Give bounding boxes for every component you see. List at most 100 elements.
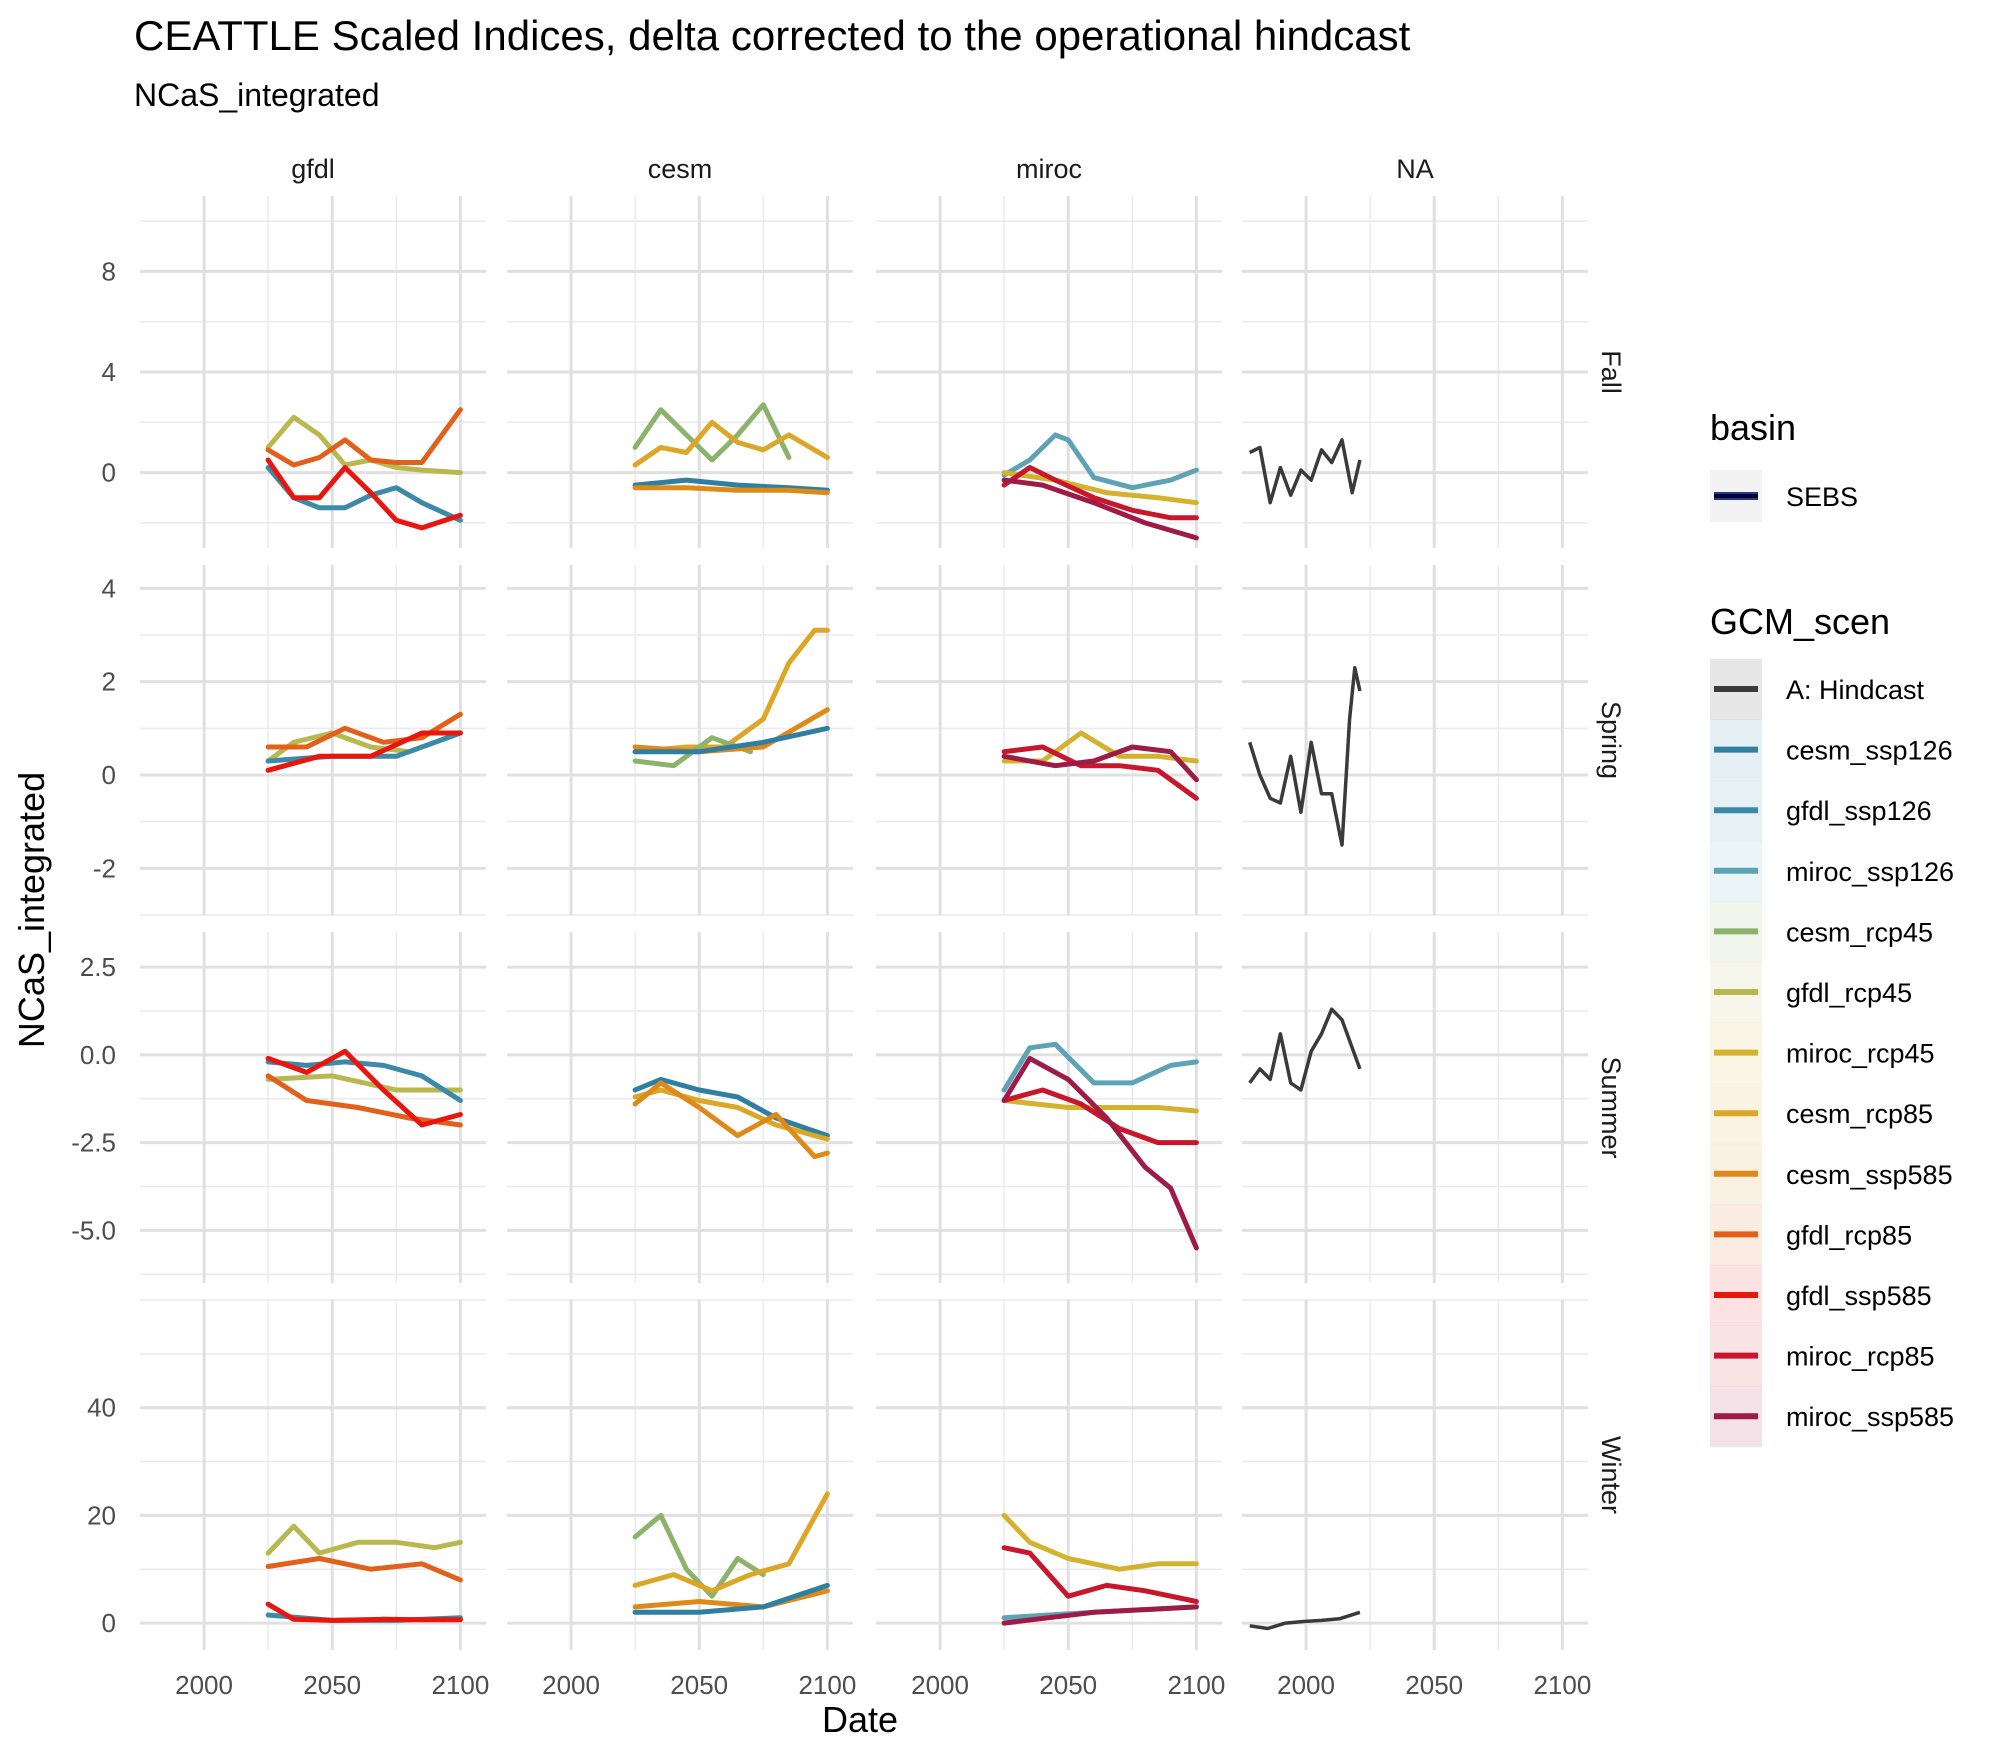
trend-line-miroc_ssp126 [1001,1041,1199,1093]
legend-label: miroc_rcp85 [1786,1342,1935,1372]
panel-fall-cesm [507,196,853,548]
trend-line-miroc_ssp585 [1001,744,1199,783]
trend-line-miroc_ssp126 [1001,432,1199,491]
trend-line-cesm_rcp85 [632,419,830,468]
legend-label: miroc_ssp126 [1786,857,1954,887]
hindcast-line [1248,438,1362,505]
x-tick-label: 2000 [175,1670,233,1700]
x-tick-label: 2100 [1167,1670,1225,1700]
y-tick-label: 0.0 [80,1040,116,1070]
trend-line-gfdl_ssp585 [265,457,463,531]
x-tick-label: 2000 [911,1670,969,1700]
chart-subtitle: NCaS_integrated [134,77,379,113]
y-tick-label: -2 [93,853,116,883]
x-tick-label: 2000 [542,1670,600,1700]
panel-winter-cesm [507,1299,853,1650]
trend-line-miroc_rcp85 [1001,465,1199,521]
trend-line-miroc_ssp585 [1001,477,1199,541]
x-tick-label: 2100 [798,1670,856,1700]
panel-summer-miroc [876,932,1222,1283]
strip-label-miroc: miroc [1016,154,1082,184]
hindcast-line [1248,665,1362,847]
trend-line-cesm_rcp45 [632,402,792,463]
trend-line-gfdl_ssp585 [265,1601,463,1623]
panel-spring-na [1242,565,1588,916]
basin-legend: basin SEBS [1710,407,1858,522]
facet-panels: gfdl cesm miroc NAFall840Spring420-2Summer2… [71,154,1626,1700]
strip-label-summer: Summer [1596,1056,1626,1158]
x-tick-label: 2050 [303,1670,361,1700]
strip-label-gfdl: gfdl [291,154,335,184]
trend-line-cesm_rcp85 [632,627,830,755]
x-tick-label: 2050 [670,1670,728,1700]
panel-winter-gfdl [140,1299,486,1650]
y-tick-label: 0 [102,458,116,488]
trend-line-gfdl_rcp45 [265,1523,463,1556]
panel-summer-cesm [507,932,853,1283]
y-tick-label: 20 [87,1500,116,1530]
legend-label: cesm_ssp585 [1786,1160,1953,1190]
legend-label: A: Hindcast [1786,675,1925,705]
y-tick-label: 0 [102,760,116,790]
y-tick-label: 4 [102,573,116,603]
y-tick-label: -2.5 [71,1128,116,1158]
y-tick-label: -5.0 [71,1215,116,1245]
y-tick-label: 8 [102,256,116,286]
y-tick-label: 4 [102,357,116,387]
panel-spring-cesm [507,565,853,916]
trend-line-gfdl_rcp85 [265,1556,463,1583]
strip-label-winter: Winter [1596,1436,1626,1514]
legend-label: cesm_ssp126 [1786,736,1953,766]
trend-line-gfdl_rcp45 [265,1073,463,1093]
trend-line-cesm_ssp585 [632,485,830,496]
legend-label: miroc_rcp45 [1786,1039,1935,1069]
panel-fall-na [1242,196,1588,548]
trend-line-miroc_rcp85 [1001,744,1199,801]
trend-line-gfdl_ssp126 [265,465,463,523]
legend-title: basin [1710,407,1796,448]
trend-line-miroc_ssp585 [1001,1604,1199,1626]
trend-line-gfdl_ssp126 [265,1059,463,1103]
legend-label: gfdl_ssp585 [1786,1281,1932,1311]
trend-line-miroc_rcp45 [1001,1098,1199,1114]
trend-line-cesm_ssp585 [632,1080,830,1160]
legend-label: SEBS [1786,482,1858,512]
chart-title: CEATTLE Scaled Indices, delta corrected … [134,12,1411,59]
x-tick-label: 2050 [1039,1670,1097,1700]
trend-line-cesm_ssp126 [632,1582,830,1615]
trend-line-gfdl_ssp585 [265,730,463,773]
panel-spring-miroc [876,565,1222,916]
hindcast-line [1248,1007,1362,1092]
panel-fall-miroc [876,196,1222,548]
panel-winter-na [1242,1299,1588,1650]
panel-spring-gfdl [140,565,486,916]
y-tick-label: 2.5 [80,952,116,982]
legend-label: miroc_ssp585 [1786,1402,1954,1432]
trend-line-miroc_rcp45 [1001,470,1199,506]
panel-fall-gfdl [140,196,486,548]
trend-line-gfdl_rcp45 [265,414,463,476]
trend-line-miroc_ssp585 [1001,1055,1199,1251]
legend-label: gfdl_rcp45 [1786,978,1912,1008]
y-tick-label: 2 [102,667,116,697]
trend-line-miroc_rcp85 [1001,1545,1199,1604]
strip-label-na: NA [1396,154,1434,184]
legend-label: gfdl_ssp126 [1786,796,1932,826]
x-tick-label: 2000 [1277,1670,1335,1700]
trend-line-miroc_rcp45 [1001,1512,1199,1572]
hindcast-line [1249,1610,1361,1631]
x-axis-title: Date [822,1699,898,1740]
y-tick-label: 40 [87,1393,116,1423]
panel-summer-na [1242,932,1588,1283]
strip-label-fall: Fall [1596,350,1626,394]
strip-label-spring: Spring [1596,701,1626,779]
panel-summer-gfdl [140,932,486,1283]
legend-label: cesm_rcp45 [1786,917,1933,947]
trend-line-gfdl_rcp85 [265,1073,463,1128]
trend-line-gfdl_rcp85 [265,407,463,468]
y-axis-title: NCaS_integrated [11,772,52,1048]
trend-line-cesm_ssp585 [632,1588,830,1610]
trend-line-gfdl_ssp585 [265,1048,463,1128]
x-tick-label: 2100 [431,1670,489,1700]
legend-label: cesm_rcp85 [1786,1099,1933,1129]
